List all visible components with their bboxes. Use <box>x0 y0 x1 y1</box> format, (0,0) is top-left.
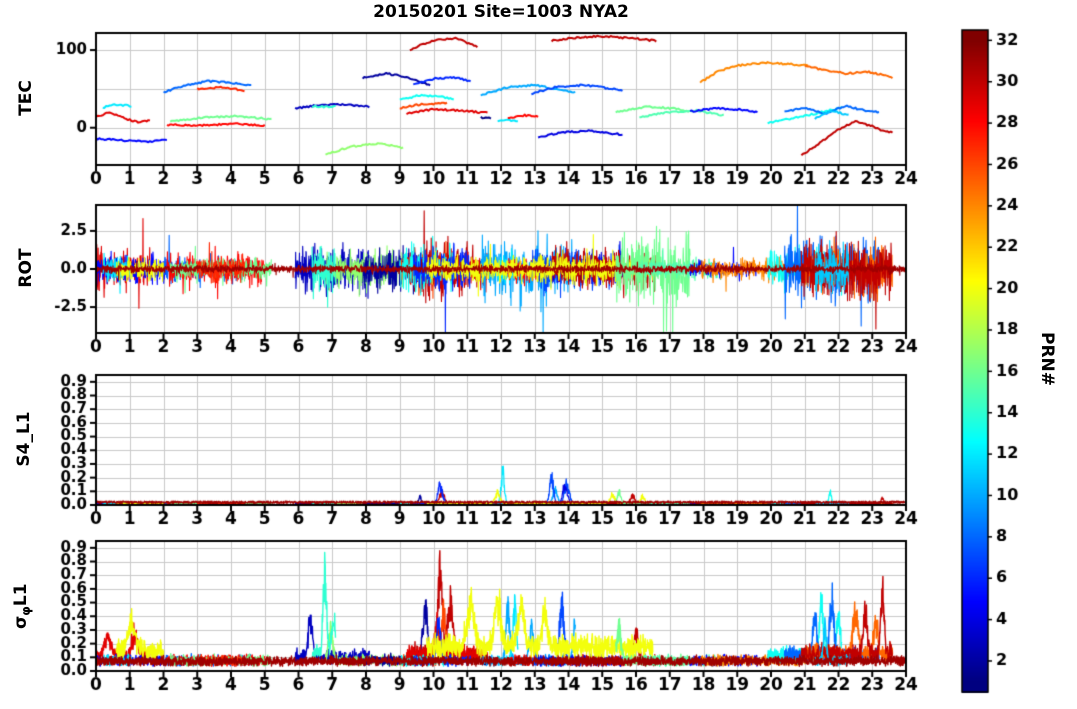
sigma-symbol: σ <box>10 615 31 629</box>
ylabel-sigma-phi: σφL1 <box>11 571 33 641</box>
phi-subscript: φ <box>19 606 34 616</box>
sigma-l1-suffix: L1 <box>10 583 31 607</box>
colorbar-label-prn: PRN# <box>1037 331 1057 387</box>
ylabel-rot: ROT <box>16 248 36 288</box>
chart-title: 20150201 Site=1003 NYA2 <box>373 2 629 22</box>
ylabel-s4: S4_L1 <box>14 411 34 467</box>
ylabel-tec: TEC <box>16 80 36 116</box>
